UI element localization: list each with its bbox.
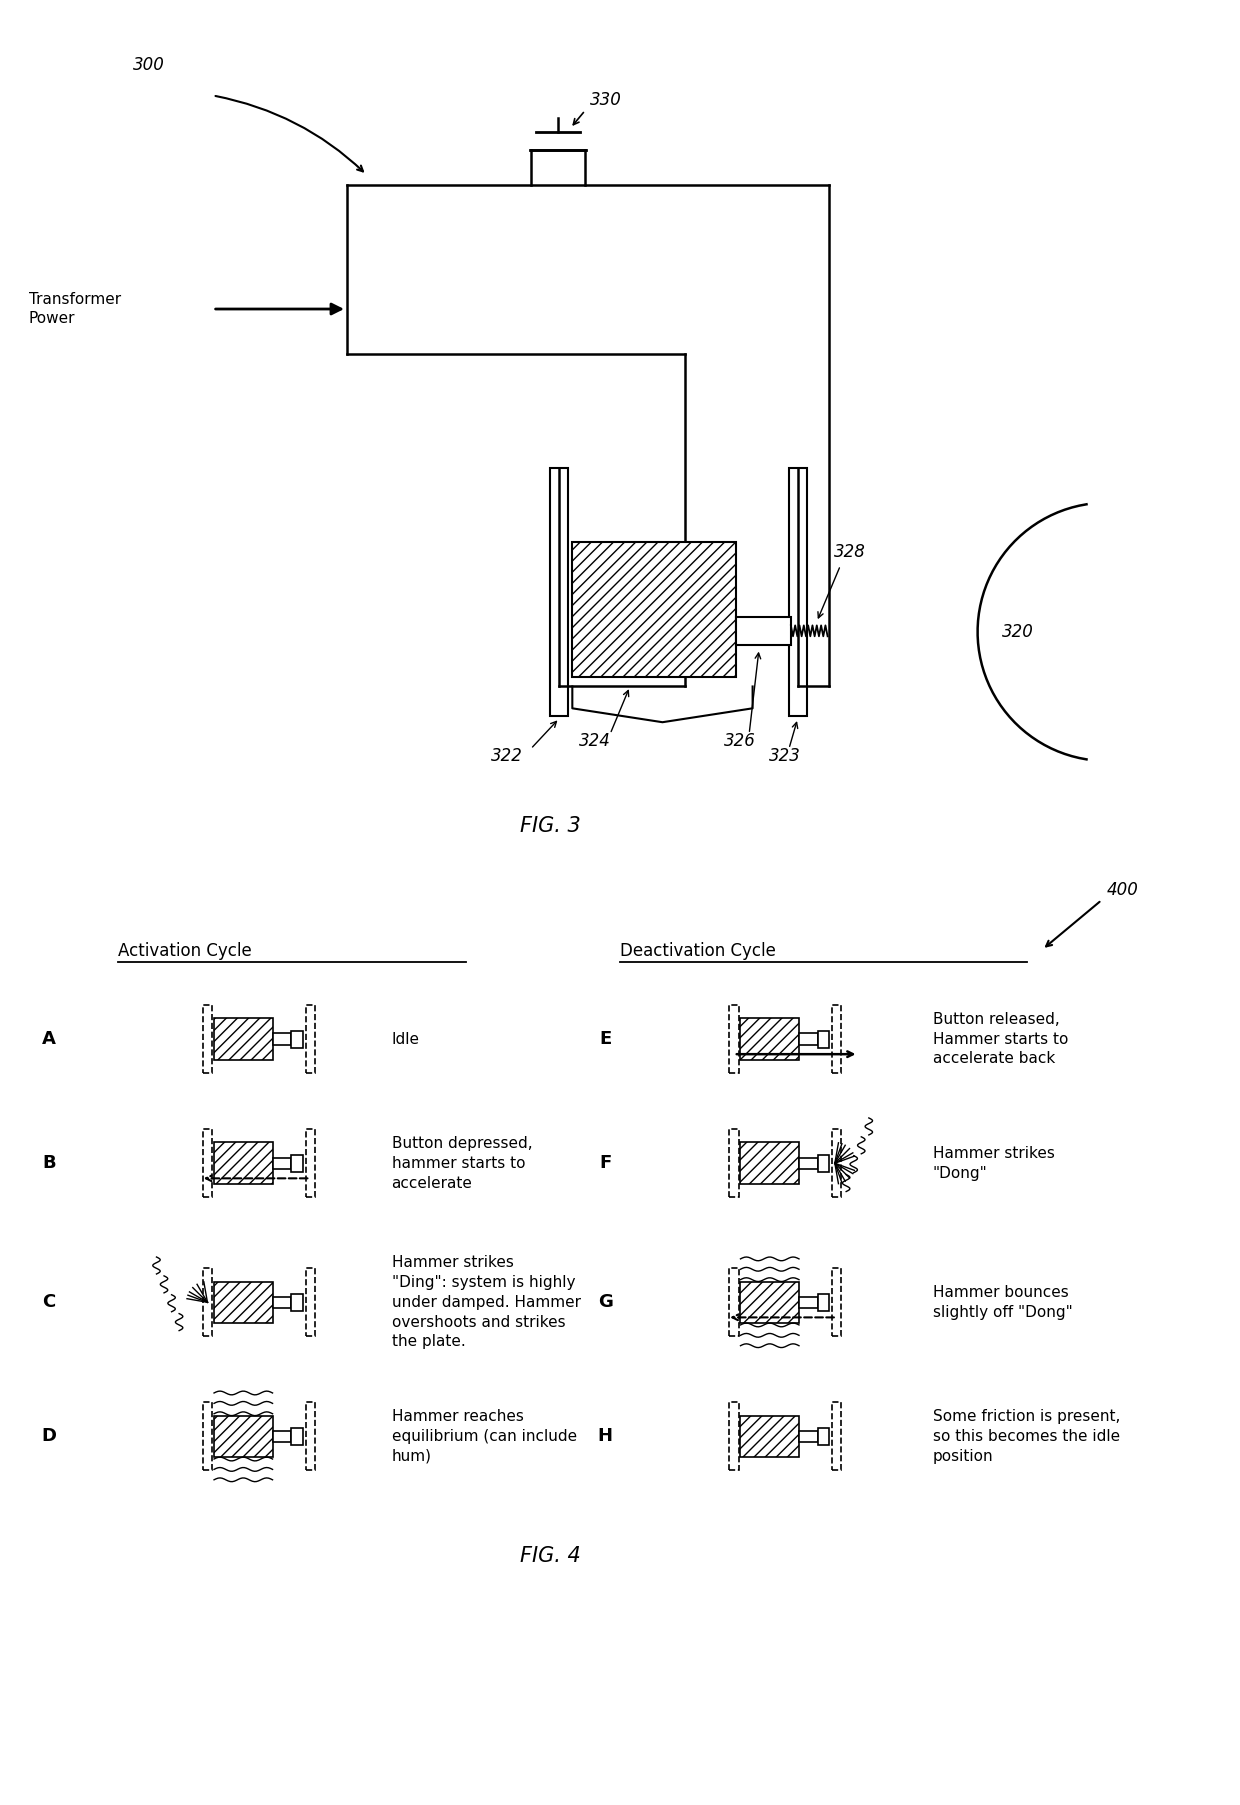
- Bar: [273, 1296, 291, 1309]
- Bar: [729, 1269, 739, 1336]
- Bar: [832, 1402, 842, 1471]
- Text: G: G: [598, 1294, 613, 1310]
- Text: 320: 320: [1002, 623, 1034, 641]
- Bar: [305, 1269, 315, 1336]
- Text: 326: 326: [724, 733, 756, 751]
- Bar: [740, 1143, 799, 1184]
- Bar: [291, 1155, 303, 1171]
- Text: Idle: Idle: [392, 1032, 419, 1047]
- Bar: [799, 1431, 818, 1442]
- Bar: [202, 1130, 212, 1197]
- Text: Hammer bounces
slightly off "Dong": Hammer bounces slightly off "Dong": [932, 1285, 1073, 1319]
- Text: Hammer strikes
"Dong": Hammer strikes "Dong": [932, 1146, 1055, 1180]
- Bar: [202, 1005, 212, 1072]
- Bar: [305, 1402, 315, 1471]
- Bar: [799, 1157, 818, 1170]
- Text: Hammer strikes
"Ding": system is highly
under damped. Hammer
overshoots and stri: Hammer strikes "Ding": system is highly …: [392, 1254, 580, 1350]
- Bar: [573, 543, 737, 677]
- Bar: [291, 1428, 303, 1444]
- Text: F: F: [599, 1153, 611, 1171]
- Bar: [273, 1034, 291, 1045]
- Text: 328: 328: [833, 543, 866, 561]
- Bar: [202, 1402, 212, 1471]
- Text: C: C: [42, 1294, 56, 1310]
- Bar: [273, 1431, 291, 1442]
- Text: Button released,
Hammer starts to
accelerate back: Button released, Hammer starts to accele…: [932, 1013, 1068, 1067]
- Bar: [215, 1282, 273, 1323]
- Bar: [729, 1402, 739, 1471]
- Bar: [832, 1130, 842, 1197]
- Text: Transformer
Power: Transformer Power: [29, 292, 122, 327]
- Text: 400: 400: [1107, 881, 1138, 899]
- Bar: [305, 1005, 315, 1072]
- Bar: [305, 1130, 315, 1197]
- Text: Deactivation Cycle: Deactivation Cycle: [620, 942, 776, 960]
- Text: FIG. 3: FIG. 3: [520, 816, 580, 836]
- Bar: [799, 1296, 818, 1309]
- Text: Some friction is present,
so this becomes the idle
position: Some friction is present, so this become…: [932, 1410, 1120, 1464]
- Bar: [291, 1294, 303, 1310]
- Bar: [832, 1269, 842, 1336]
- Text: 322: 322: [491, 747, 523, 765]
- Text: 300: 300: [133, 56, 165, 74]
- Text: H: H: [598, 1428, 613, 1446]
- Text: B: B: [42, 1153, 56, 1171]
- Text: FIG. 4: FIG. 4: [520, 1545, 580, 1565]
- Bar: [832, 1005, 842, 1072]
- Bar: [737, 617, 791, 644]
- Bar: [215, 1143, 273, 1184]
- Bar: [215, 1415, 273, 1457]
- Bar: [818, 1294, 830, 1310]
- Text: 324: 324: [579, 733, 611, 751]
- Bar: [273, 1157, 291, 1170]
- Bar: [291, 1031, 303, 1047]
- Bar: [729, 1130, 739, 1197]
- Bar: [818, 1031, 830, 1047]
- Bar: [729, 1005, 739, 1072]
- Bar: [215, 1018, 273, 1060]
- Bar: [740, 1282, 799, 1323]
- Bar: [202, 1269, 212, 1336]
- Bar: [818, 1155, 830, 1171]
- Text: 330: 330: [590, 92, 622, 110]
- Text: Hammer reaches
equilibrium (can include
hum): Hammer reaches equilibrium (can include …: [392, 1410, 577, 1464]
- Bar: [789, 467, 807, 717]
- Text: E: E: [599, 1031, 611, 1049]
- Text: Activation Cycle: Activation Cycle: [118, 942, 252, 960]
- Bar: [818, 1428, 830, 1444]
- Text: 323: 323: [769, 747, 801, 765]
- Text: D: D: [41, 1428, 56, 1446]
- Bar: [799, 1034, 818, 1045]
- Bar: [740, 1415, 799, 1457]
- Bar: [551, 467, 568, 717]
- Text: Button depressed,
hammer starts to
accelerate: Button depressed, hammer starts to accel…: [392, 1135, 532, 1191]
- Text: A: A: [42, 1031, 56, 1049]
- Bar: [740, 1018, 799, 1060]
